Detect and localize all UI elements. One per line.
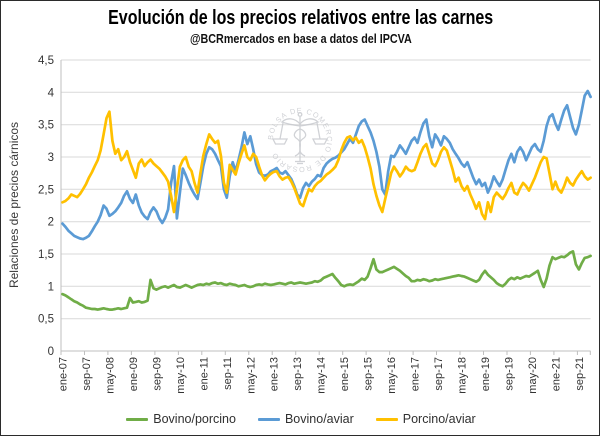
y-tick-label: 4 (48, 87, 55, 99)
x-tick-label: sep-15 (363, 357, 375, 391)
x-tick-label: sep-19 (504, 357, 516, 391)
x-tick-label: ene-09 (128, 357, 140, 391)
x-tick-label: ene-13 (269, 357, 281, 391)
legend-line-swatch-green (126, 417, 149, 421)
chart-subtitle-text: @BCRmercados en base a datos del IPCVA (190, 32, 412, 46)
y-tick-label: 3 (48, 152, 54, 164)
series-line-bovino-aviar (61, 89, 592, 241)
legend-item-porcino-aviar: Porcino/aviar (375, 412, 476, 426)
series-line-bovino-porcino (61, 250, 592, 311)
y-tick-label: 1,5 (38, 249, 54, 261)
legend-label: Bovino/aviar (284, 412, 354, 426)
y-tick-label: 0,5 (38, 314, 54, 326)
legend-label: Bovino/porcino (153, 412, 236, 426)
series-line-porcino-aviar (61, 110, 592, 221)
x-tick-label: sep-07 (81, 357, 93, 391)
chart-title: Evolución de los precios relativos entre… (1, 7, 599, 30)
y-tick-label: 4,5 (38, 55, 54, 67)
x-tick-label: ene-19 (480, 357, 492, 391)
watermark-caduceus-icon (271, 112, 329, 165)
y-tick-label: 2,5 (38, 184, 54, 196)
x-tick-label: sep-13 (292, 357, 304, 391)
legend-line-swatch-yellow (375, 417, 398, 421)
x-tick-label: ene-11 (198, 357, 210, 390)
x-tick-label: sep-11 (222, 357, 234, 390)
x-tick-label: sep-21 (574, 357, 586, 391)
x-tick-label: may-08 (104, 357, 116, 394)
x-tick-label: ene-07 (58, 357, 70, 391)
x-tick-label: sep-17 (433, 357, 445, 391)
x-tick-label: ene-15 (339, 357, 351, 391)
y-tick-label: 1 (48, 281, 54, 293)
x-tick-label: may-12 (245, 357, 257, 394)
x-tick-label: may-16 (386, 357, 398, 394)
x-tick-label: ene-17 (410, 357, 422, 391)
x-tick-label: ene-21 (550, 357, 562, 391)
watermark-seal: BOLSA DE COMERCIO DE ROSARIO (266, 106, 333, 174)
y-tick-label: 3,5 (38, 120, 54, 132)
y-tick-label: 0 (48, 346, 54, 358)
x-tick-label: may-20 (527, 357, 539, 394)
legend-label: Porcino/aviar (402, 412, 476, 426)
x-tick-label: may-18 (457, 357, 469, 394)
y-axis-title: Relaciones de precios cárnicos (7, 121, 21, 289)
legend-line-swatch-blue (257, 417, 280, 421)
x-tick-label: may-10 (175, 357, 187, 394)
legend-item-bovino-porcino: Bovino/porcino (126, 412, 236, 426)
x-tick-label: sep-09 (151, 357, 163, 391)
x-tick-label: may-14 (316, 357, 328, 394)
legend-item-bovino-aviar: Bovino/aviar (257, 412, 354, 426)
chart-subtitle: @BCRmercados en base a datos del IPCVA (1, 32, 599, 46)
chart-title-text: Evolución de los precios relativos entre… (108, 7, 494, 29)
chart-legend: Bovino/porcino Bovino/aviar Porcino/avia… (1, 412, 599, 426)
y-tick-label: 2 (48, 217, 54, 229)
